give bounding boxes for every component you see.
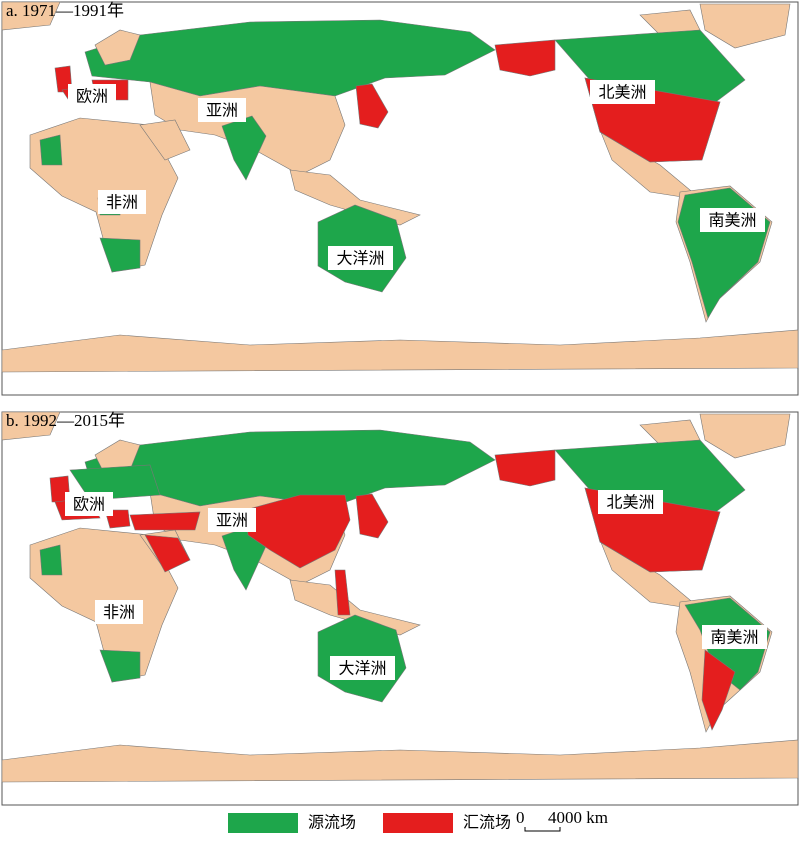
country-region [144, 534, 191, 573]
continent-label: 欧洲 [73, 495, 105, 514]
continent-label: 非洲 [106, 193, 138, 212]
country-region [69, 464, 161, 501]
country-region [1, 1, 61, 31]
country-region [1, 411, 61, 441]
country-region [94, 29, 141, 66]
scale-length: 4000 km [548, 808, 608, 827]
legend-swatch [228, 813, 298, 833]
continent-label: 北美洲 [606, 493, 654, 512]
legend-label: 汇流场 [463, 813, 511, 832]
country-region [1, 739, 799, 783]
label-box [590, 80, 655, 104]
country-region [244, 494, 351, 569]
country-region [699, 413, 791, 459]
legend-label: 源流场 [308, 813, 356, 832]
country-region [39, 134, 63, 166]
label-box [198, 98, 246, 122]
continent-label: 非洲 [103, 603, 135, 622]
country-region [139, 119, 191, 161]
panel-title: a. 1971—1991年 [6, 1, 124, 20]
country-region [129, 511, 201, 531]
country-region [334, 569, 351, 616]
continent-label: 大洋洲 [336, 249, 384, 268]
continent-label: 亚洲 [216, 511, 248, 530]
panel-title: b. 1992—2015年 [6, 411, 125, 430]
country-region [39, 544, 63, 576]
continent-label: 亚洲 [206, 101, 238, 120]
label-box [702, 625, 767, 649]
country-region [494, 39, 556, 77]
continent-label: 欧洲 [76, 87, 108, 106]
country-region [99, 237, 141, 273]
country-region [699, 3, 791, 49]
continent-label: 北美洲 [598, 83, 646, 102]
label-box [330, 656, 395, 680]
country-region [494, 449, 556, 487]
country-region [554, 29, 746, 111]
label-box [328, 246, 393, 270]
label-box [65, 492, 113, 516]
label-box [98, 190, 146, 214]
label-box [68, 84, 116, 108]
country-region [221, 115, 267, 181]
label-box [598, 490, 663, 514]
continent-label: 南美洲 [708, 211, 756, 230]
legend-swatch [383, 813, 453, 833]
label-box [95, 600, 143, 624]
label-box [208, 508, 256, 532]
country-region [355, 83, 389, 129]
continent-label: 南美洲 [710, 628, 758, 647]
scale-start: 0 [516, 808, 525, 827]
country-region [289, 579, 421, 636]
country-region [355, 493, 389, 539]
country-region [554, 439, 746, 521]
continent-label: 大洋洲 [338, 659, 386, 678]
country-region [289, 169, 421, 226]
country-region [99, 649, 141, 683]
label-box [700, 208, 765, 232]
country-region [701, 649, 736, 731]
scale-bar [524, 827, 561, 832]
country-region [1, 329, 799, 373]
